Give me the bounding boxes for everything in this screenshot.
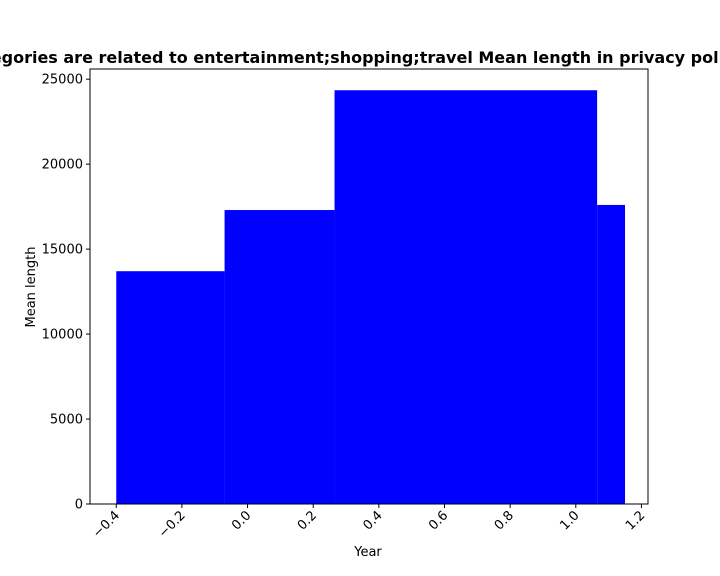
y-tick-label: 25000 [42, 73, 83, 88]
y-tick-label: 10000 [42, 328, 83, 343]
x-tick-label: 0.6 [426, 508, 451, 533]
bar-1 [224, 210, 335, 504]
y-axis: 0 5000 10000 15000 20000 25000 [42, 73, 90, 513]
x-tick-label: 0.4 [360, 508, 385, 533]
y-tick-label: 15000 [42, 243, 83, 258]
bar-2 [334, 90, 598, 504]
x-tick-label: 0.2 [295, 508, 320, 533]
y-tick-label: 0 [75, 498, 83, 513]
x-tick-label: 0.8 [492, 508, 517, 533]
x-tick-label: −0.2 [156, 508, 189, 541]
y-axis-label: Mean length [24, 247, 39, 328]
x-tick-label: −0.4 [90, 508, 123, 541]
y-tick-label: 5000 [50, 413, 83, 428]
bar-3 [597, 204, 626, 504]
bars-layer [116, 90, 626, 504]
x-tick-label: 1.0 [557, 508, 582, 533]
chart-title: Categories are related to entertainment;… [0, 48, 720, 67]
x-axis: −0.4 −0.2 0.0 0.2 0.4 0.6 0.8 1.0 1.2 [90, 504, 648, 541]
x-tick-label: 1.2 [623, 508, 648, 533]
x-tick-label: 0.0 [229, 508, 254, 533]
plot-frame [89, 68, 649, 505]
x-axis-label: Year [353, 545, 382, 560]
bar-0 [116, 271, 225, 504]
y-tick-label: 20000 [42, 158, 83, 173]
